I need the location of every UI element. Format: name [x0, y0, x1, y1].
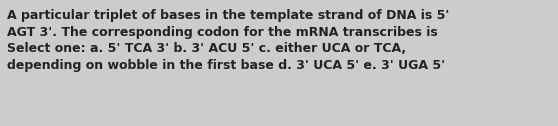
Text: A particular triplet of bases in the template strand of DNA is 5'
AGT 3'. The co: A particular triplet of bases in the tem… [7, 9, 449, 72]
